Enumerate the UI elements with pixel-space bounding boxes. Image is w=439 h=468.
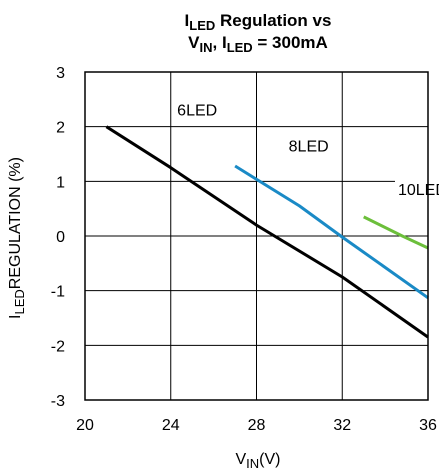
series-label-10led: 10LED	[398, 182, 439, 199]
y-axis-label-sub: LED	[12, 289, 27, 314]
title-line2-sub: IN	[200, 40, 213, 55]
title-line2-rest: = 300mA	[253, 33, 328, 52]
y-axis-label-rest: REGULATION (%)	[7, 157, 24, 289]
series-label-8led: 8LED	[289, 138, 329, 155]
y-tick-label: 3	[56, 65, 65, 82]
series-label-6led: 6LED	[177, 103, 217, 120]
plot-frame	[84, 71, 429, 401]
grid	[85, 72, 428, 400]
series-line-6led	[105, 125, 429, 339]
y-tick-label: -2	[51, 338, 65, 355]
x-tick-label: 32	[333, 417, 351, 434]
title-line2-mid: , I	[213, 33, 227, 52]
x-axis-label: VIN(V)	[236, 451, 281, 468]
x-tick-label: 20	[76, 417, 94, 434]
title-line1-main: I	[185, 11, 190, 30]
x-axis-label-sub: IN	[246, 456, 259, 468]
y-tick-label: 2	[56, 120, 65, 137]
x-axis-label-main: V	[236, 451, 247, 468]
y-tick-label: 0	[56, 229, 65, 246]
y-axis-label: ILEDREGULATION (%)	[7, 157, 27, 319]
y-tick-label: -1	[51, 284, 65, 301]
series-line-8led	[234, 164, 429, 300]
series-label-bg	[174, 100, 221, 121]
series-label-bg	[285, 136, 332, 157]
y-axis-label-main: I	[7, 315, 24, 319]
title-line1-rest: Regulation vs	[215, 11, 331, 30]
series-group: 6LED 8LED 10LED	[105, 100, 439, 339]
title-line1-sub: LED	[189, 18, 215, 33]
x-tick-label: 36	[419, 417, 437, 434]
y-tick-label: 1	[56, 174, 65, 191]
series-line-10led	[363, 215, 429, 250]
chart-title-line2: VIN, ILED = 300mA	[188, 33, 328, 55]
x-tick-label: 28	[248, 417, 266, 434]
title-line2-main: V	[188, 33, 200, 52]
chart-title-line1: ILED Regulation vs	[185, 11, 332, 33]
x-axis-label-rest: (V)	[259, 451, 280, 468]
x-tick-label: 24	[162, 417, 180, 434]
y-tick-label: -3	[51, 393, 65, 410]
title-line2-sub2: LED	[227, 40, 253, 55]
